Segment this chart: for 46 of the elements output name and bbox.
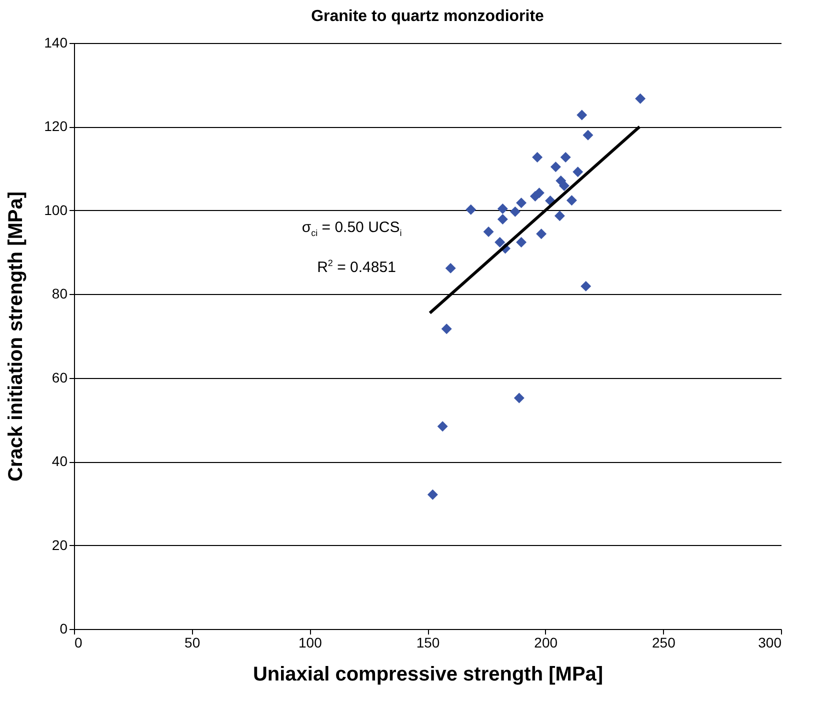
x-tick-label: 200 [534, 634, 558, 650]
point [514, 392, 524, 404]
point [582, 130, 594, 140]
point [560, 152, 571, 163]
point [566, 195, 577, 206]
x-tick-label: 0 [74, 634, 82, 650]
point [536, 228, 547, 240]
y-axis-title: Crack initiation strength [MPa] [5, 191, 28, 482]
point [558, 180, 570, 191]
x-tick-label: 100 [298, 634, 322, 650]
y-tick-label: 0 [60, 620, 68, 636]
point [516, 236, 527, 248]
point [635, 93, 646, 104]
point [497, 214, 508, 224]
point [441, 324, 452, 334]
y-tick-label: 100 [44, 202, 68, 218]
y-tick-label: 60 [52, 369, 68, 386]
point [466, 204, 476, 215]
y-tick-label: 140 [44, 34, 68, 50]
point [550, 162, 561, 172]
point [554, 210, 565, 222]
x-tick-label: 250 [652, 634, 676, 650]
x-tick-label: 50 [184, 634, 200, 650]
annotation: σ$_{ci}$ = 0.50 UCS$_{i}$ [302, 218, 402, 238]
y-tick-label: 40 [52, 453, 68, 470]
point [483, 226, 494, 238]
point [494, 236, 506, 248]
x-tick-label: 150 [416, 634, 440, 650]
x-tick-label: 300 [758, 634, 782, 650]
y-tick-label: 20 [52, 536, 68, 553]
point [580, 280, 592, 292]
point [427, 489, 438, 500]
x-axis-title: Uniaxial compressive strength [MPa] [252, 664, 604, 686]
point [576, 110, 588, 120]
point [445, 262, 456, 274]
point [530, 190, 540, 202]
point [516, 198, 527, 208]
y-tick-label: 80 [52, 286, 68, 302]
chart-title: Granite to quartz monzodiorite [311, 8, 544, 25]
point [437, 421, 448, 432]
point [572, 166, 584, 178]
y-tick-label: 120 [44, 118, 68, 134]
annotation: R$^{2}$ = 0.4851 [317, 258, 396, 276]
point [510, 206, 520, 217]
point [497, 204, 508, 214]
point [532, 152, 543, 163]
